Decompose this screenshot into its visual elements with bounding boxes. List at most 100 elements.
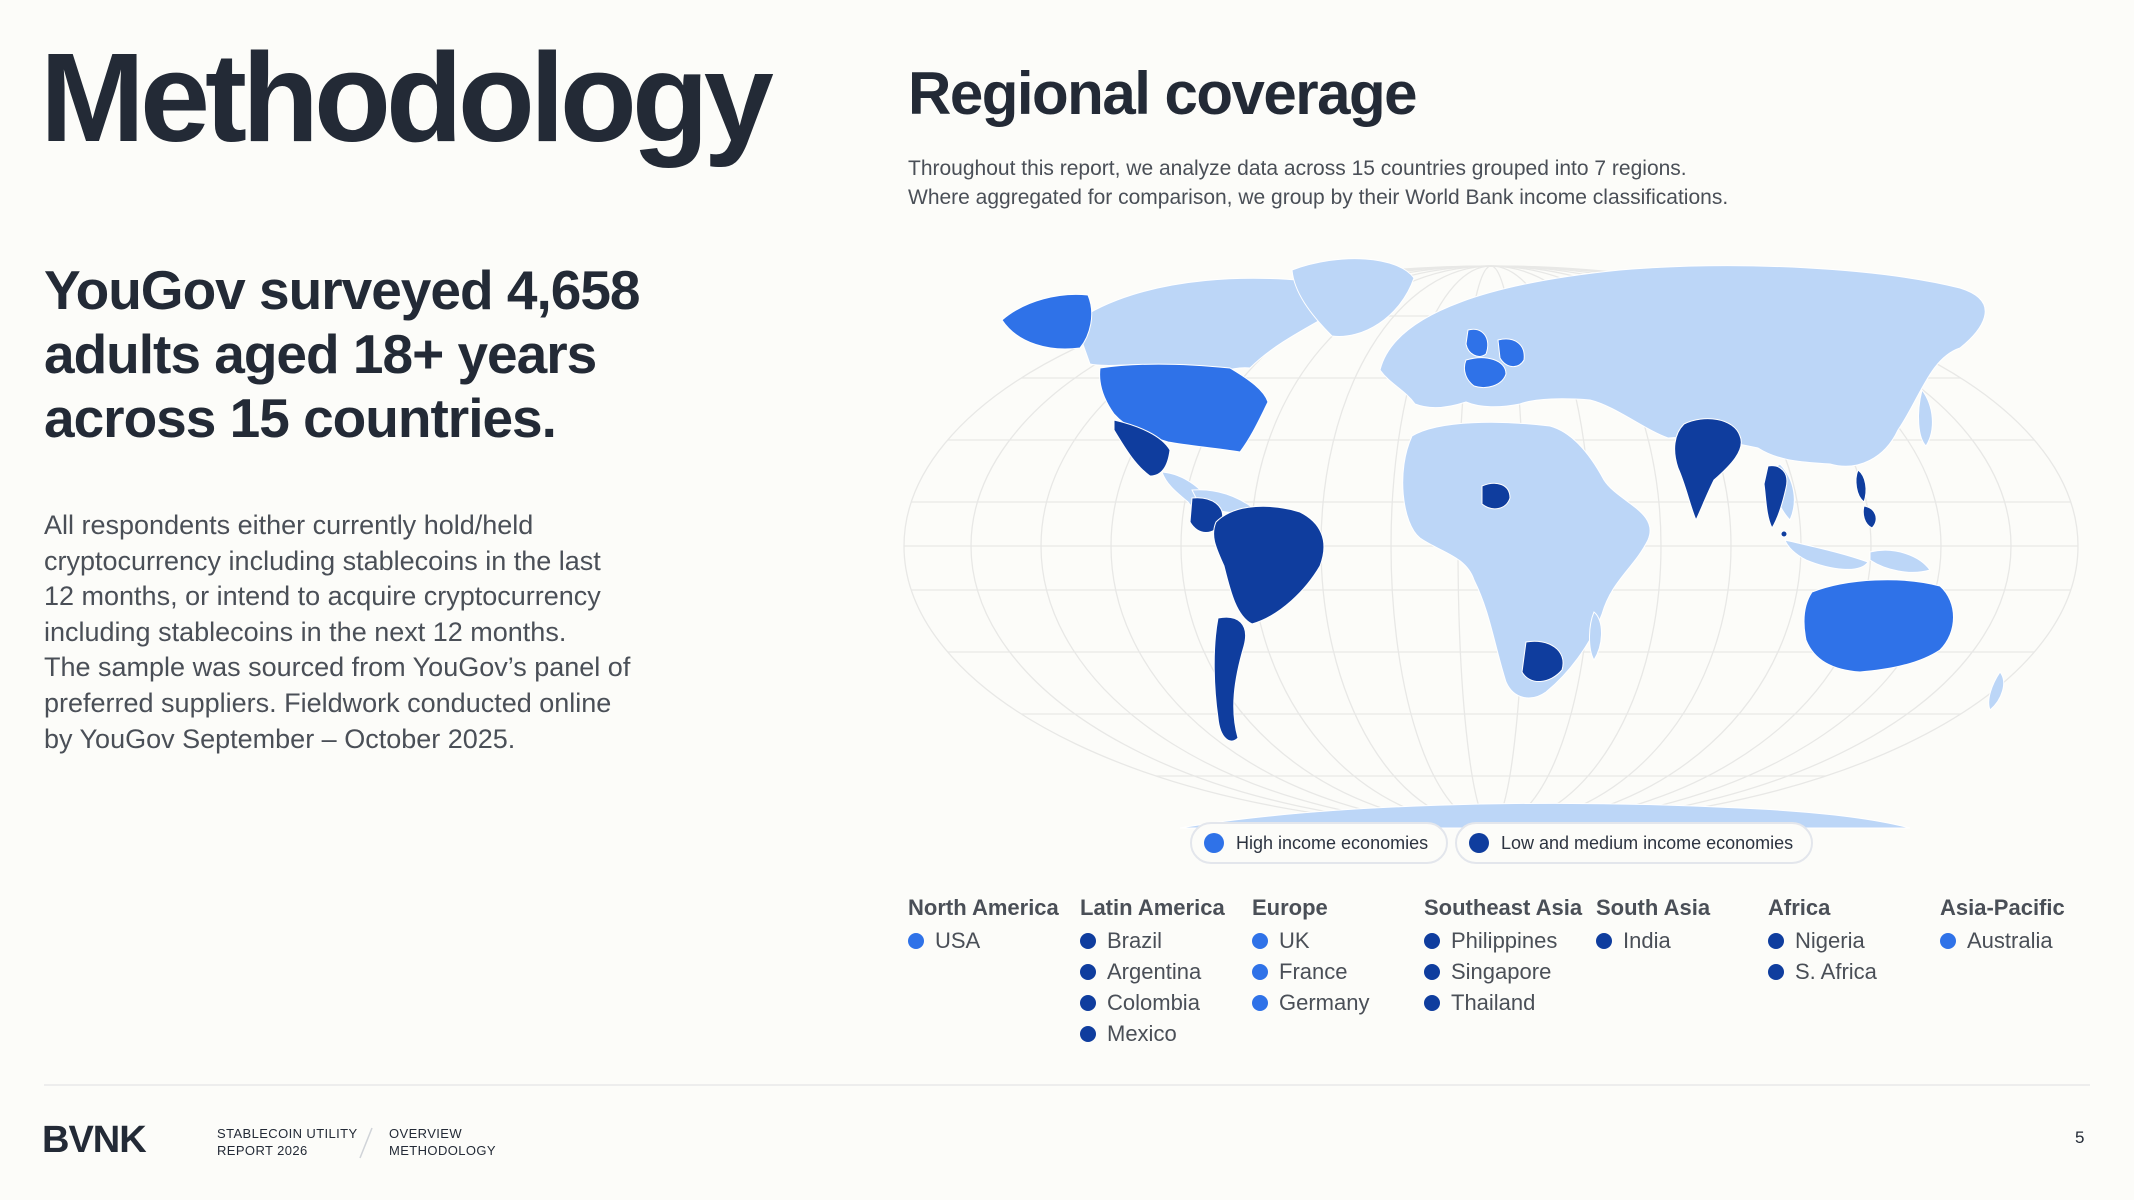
low-medium-income-dot — [1596, 932, 1612, 949]
country-item: Brazil — [1080, 925, 1260, 956]
world-map — [900, 240, 2100, 840]
country-item: Colombia — [1080, 987, 1260, 1018]
country-item: S. Africa — [1768, 956, 1948, 987]
country-name: Brazil — [1107, 928, 1163, 953]
region-north-america: North America USA — [908, 893, 1088, 956]
headline-line: adults aged 18+ years — [44, 323, 597, 385]
country-name: Australia — [1967, 928, 2053, 953]
country-name: Germany — [1279, 990, 1370, 1015]
low-medium-income-dot — [1768, 963, 1784, 980]
country-brazil — [1213, 505, 1325, 625]
legend-label: Low and medium income economies — [1501, 832, 1794, 853]
description-line: cryptocurrency including stablecoins in … — [44, 545, 601, 576]
country-item: Philippines — [1424, 925, 1604, 956]
country-thailand — [1763, 465, 1788, 530]
methodology-description: All respondents either currently hold/he… — [44, 508, 684, 757]
footer-divider — [44, 1084, 2090, 1086]
country-name: Thailand — [1451, 990, 1536, 1015]
country-item: Singapore — [1424, 956, 1604, 987]
legend-low-medium-income: Low and medium income economies — [1455, 822, 1814, 864]
region-europe: Europe UK France Germany — [1252, 893, 1432, 1018]
region-name: Africa — [1768, 895, 1831, 920]
headline-line: YouGov surveyed 4,658 — [44, 259, 641, 321]
low-medium-income-dot — [1424, 932, 1440, 949]
page-number: 5 — [2075, 1128, 2085, 1147]
country-argentina — [1213, 616, 1246, 742]
report-name: STABLECOIN UTILITY REPORT 2026 — [217, 1125, 358, 1159]
description-line: All respondents either currently hold/he… — [44, 510, 534, 540]
region-name: Asia-Pacific — [1940, 895, 2065, 920]
country-name: Mexico — [1107, 1021, 1177, 1046]
country-item: Mexico — [1080, 1018, 1260, 1049]
country-germany — [1497, 338, 1525, 367]
country-item: Thailand — [1424, 987, 1604, 1018]
region-south-asia: South Asia India — [1596, 893, 1776, 956]
low-medium-income-dot — [1080, 1025, 1096, 1042]
country-name: India — [1623, 928, 1671, 953]
country-item: UK — [1252, 925, 1432, 956]
headline: YouGov surveyed 4,658 adults aged 18+ ye… — [44, 258, 724, 450]
country-item: Australia — [1940, 925, 2090, 956]
region-southeast-asia: Southeast Asia Philippines Singapore Tha… — [1424, 893, 1604, 1018]
low-medium-income-dot — [1768, 932, 1784, 949]
legend-label: High income economies — [1236, 832, 1429, 853]
high-income-countries — [1001, 293, 1954, 673]
high-income-dot — [1252, 963, 1268, 980]
country-name: Nigeria — [1795, 928, 1865, 953]
regional-description-line: Where aggregated for comparison, we grou… — [908, 186, 1729, 209]
region-name: North America — [908, 895, 1059, 920]
description-line: 12 months, or intend to acquire cryptocu… — [44, 581, 601, 612]
region-name: South Asia — [1596, 895, 1711, 920]
description-line: including stablecoins in the next 12 mon… — [44, 616, 567, 647]
country-australia — [1803, 579, 1954, 673]
region-asia-pacific: Asia-Pacific Australia — [1940, 893, 2090, 956]
country-name: Argentina — [1107, 959, 1202, 984]
low-medium-income-dot — [1424, 994, 1440, 1011]
low-medium-income-dot — [1424, 963, 1440, 980]
country-usa-alaska — [1001, 293, 1093, 350]
region-name: Latin America — [1080, 895, 1225, 920]
high-income-dot — [1252, 994, 1268, 1011]
report-name-line: STABLECOIN UTILITY — [217, 1126, 358, 1141]
region-latin-america: Latin America Brazil Argentina Colombia … — [1080, 893, 1260, 1049]
country-name: Singapore — [1451, 959, 1552, 984]
country-france — [1463, 357, 1507, 388]
bvnk-logo: BVNK — [42, 1119, 147, 1161]
low-medium-income-legend-dot — [1469, 833, 1489, 853]
region-africa: Africa Nigeria S. Africa — [1768, 893, 1948, 987]
headline-line: across 15 countries. — [44, 387, 557, 449]
country-india — [1674, 418, 1742, 522]
high-income-dot — [1252, 932, 1268, 949]
legend-high-income: High income economies — [1190, 822, 1449, 864]
high-income-dot — [908, 932, 924, 949]
country-name: France — [1279, 959, 1348, 984]
breadcrumb-separator — [359, 1127, 373, 1159]
country-name: Philippines — [1451, 928, 1558, 953]
country-item: USA — [908, 925, 1088, 956]
report-name-line: REPORT 2026 — [217, 1143, 308, 1158]
description-line: preferred suppliers. Fieldwork conducted… — [44, 687, 612, 718]
country-south-africa — [1521, 640, 1564, 682]
low-medium-income-dot — [1080, 932, 1096, 949]
country-name: S. Africa — [1795, 959, 1877, 984]
country-item: Nigeria — [1768, 925, 1948, 956]
description-line: by YouGov September – October 2025. — [44, 723, 516, 754]
country-mexico — [1113, 419, 1171, 477]
country-item: France — [1252, 956, 1432, 987]
country-nigeria — [1481, 482, 1511, 510]
high-income-legend-dot — [1204, 833, 1224, 853]
low-medium-income-dot — [1080, 994, 1096, 1011]
description-line: The sample was sourced from YouGov’s pan… — [44, 652, 631, 683]
low-medium-income-dot — [1080, 963, 1096, 980]
regional-coverage-title: Regional coverage — [908, 60, 1418, 127]
regional-coverage-description: Throughout this report, we analyze data … — [908, 154, 1908, 212]
country-name: USA — [935, 928, 981, 953]
country-name: UK — [1279, 928, 1310, 953]
breadcrumb-line: METHODOLOGY — [389, 1143, 496, 1158]
region-name: Southeast Asia — [1424, 895, 1583, 920]
regional-description-line: Throughout this report, we analyze data … — [908, 157, 1687, 180]
country-philippines — [1855, 469, 1867, 503]
country-name: Colombia — [1107, 990, 1200, 1015]
high-income-dot — [1940, 932, 1956, 949]
country-item: Germany — [1252, 987, 1432, 1018]
